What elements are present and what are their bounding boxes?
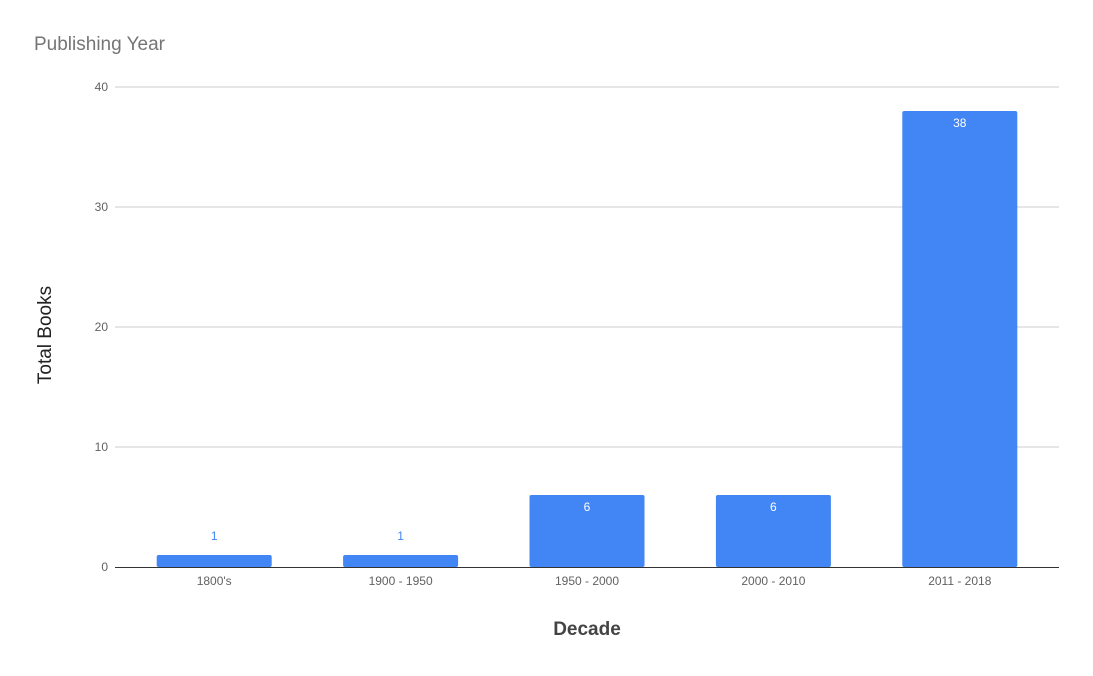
x-tick-label: 1900 - 1950 xyxy=(369,574,433,588)
bar-data-label: 6 xyxy=(770,500,777,514)
x-axis-ticks: 1800's 1900 - 1950 1950 - 2000 2000 - 2010 2… xyxy=(197,574,992,588)
y-tick-label: 30 xyxy=(95,200,109,214)
x-axis-title: Decade xyxy=(553,619,621,640)
bars xyxy=(156,111,1018,567)
x-tick-label: 2011 - 2018 xyxy=(928,574,991,588)
data-labels: 1 1 6 6 38 xyxy=(211,116,967,543)
bar-data-label: 1 xyxy=(397,529,404,543)
bar xyxy=(902,111,1018,567)
bar xyxy=(343,555,459,567)
bar-data-label: 6 xyxy=(584,500,591,514)
y-tick-label: 0 xyxy=(101,560,108,574)
chart-title: Publishing Year xyxy=(34,34,165,55)
y-axis-ticks: 0 10 20 30 40 xyxy=(95,80,109,574)
x-tick-label: 1800's xyxy=(197,574,232,588)
y-tick-label: 20 xyxy=(95,320,109,334)
bar xyxy=(529,495,645,567)
bar xyxy=(156,555,272,567)
x-tick-label: 2000 - 2010 xyxy=(741,574,805,588)
y-tick-label: 10 xyxy=(95,440,109,454)
bar xyxy=(715,495,831,567)
x-tick-label: 1950 - 2000 xyxy=(555,574,619,588)
bar-data-label: 38 xyxy=(953,116,967,130)
bar-data-label: 1 xyxy=(211,529,218,543)
y-tick-label: 40 xyxy=(95,80,109,94)
gridlines xyxy=(115,86,1059,448)
